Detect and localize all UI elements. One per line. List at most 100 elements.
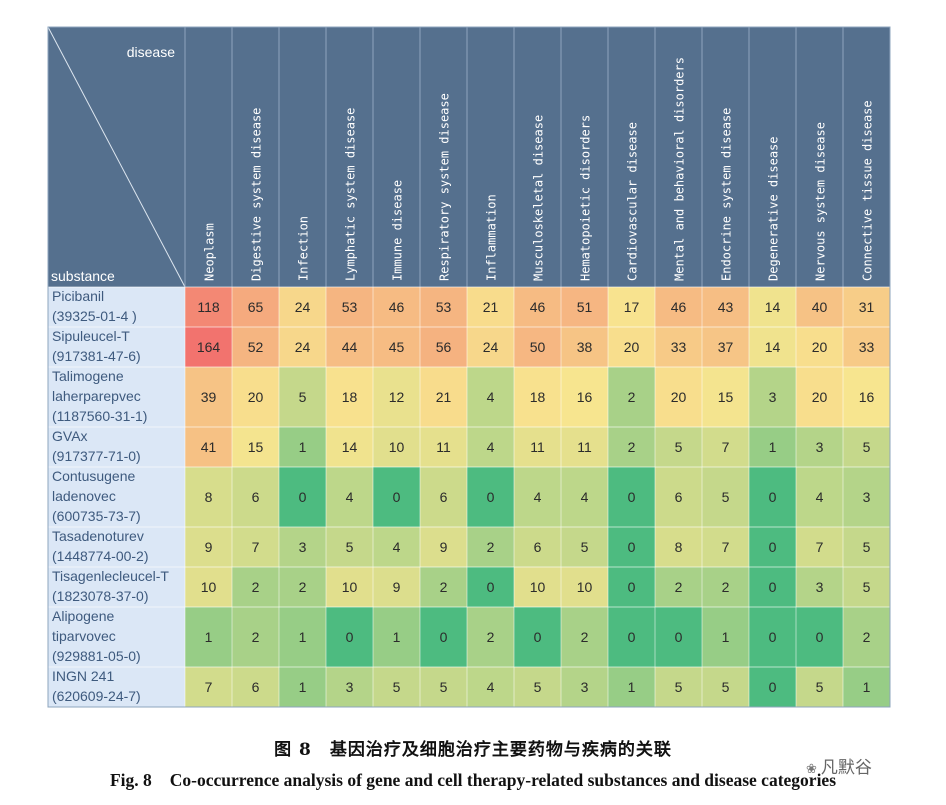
cell-value: 11 — [577, 439, 592, 455]
column-header: Degenerative disease — [767, 137, 781, 282]
cell-value: 0 — [299, 489, 307, 505]
heatmap-cell — [467, 367, 514, 427]
cell-value: 14 — [765, 299, 781, 315]
cell-value: 3 — [346, 679, 354, 695]
cell-value: 16 — [859, 389, 875, 405]
cell-value: 2 — [252, 629, 260, 645]
cell-value: 1 — [393, 629, 401, 645]
heatmap-cell — [420, 607, 467, 667]
cell-value: 5 — [863, 539, 871, 555]
heatmap-cell — [420, 427, 467, 467]
heatmap-cell — [514, 667, 561, 707]
cell-value: 46 — [389, 299, 405, 315]
cell-value: 3 — [816, 579, 824, 595]
cell-value: 9 — [440, 539, 448, 555]
heatmap-cell — [326, 427, 373, 467]
cell-value: 7 — [252, 539, 260, 555]
heatmap-cell — [185, 367, 232, 427]
cell-value: 5 — [863, 439, 871, 455]
cell-value: 0 — [628, 629, 636, 645]
cell-value: 44 — [342, 339, 358, 355]
cell-value: 5 — [675, 439, 683, 455]
heatmap-cell — [655, 287, 702, 327]
heatmap-cell — [608, 527, 655, 567]
cell-value: 15 — [718, 389, 734, 405]
cell-value: 4 — [487, 679, 495, 695]
heatmap-cell — [608, 567, 655, 607]
heatmap-cell — [702, 667, 749, 707]
cell-value: 2 — [628, 439, 636, 455]
heatmap-cell — [279, 607, 326, 667]
cell-value: 10 — [201, 579, 217, 595]
cell-value: 10 — [389, 439, 405, 455]
heatmap-cell — [655, 527, 702, 567]
cell-value: 0 — [487, 579, 495, 595]
row-label: Picibanil — [52, 288, 104, 304]
row-label: tiparvovec — [52, 628, 116, 644]
heatmap-cell — [702, 287, 749, 327]
heatmap-cell — [608, 607, 655, 667]
cell-value: 5 — [440, 679, 448, 695]
cell-value: 20 — [671, 389, 687, 405]
row-label: (600735-73-7) — [52, 508, 141, 524]
row-label: ladenovec — [52, 488, 116, 504]
heatmap-cell — [373, 427, 420, 467]
heatmap-cell — [843, 287, 890, 327]
row-label: (39325-01-4 ) — [52, 308, 137, 324]
heatmap-cell — [373, 287, 420, 327]
cell-value: 6 — [440, 489, 448, 505]
row-label: (929881-05-0) — [52, 648, 141, 664]
heatmap-cell — [796, 607, 843, 667]
cell-value: 2 — [675, 579, 683, 595]
heatmap-cell — [655, 567, 702, 607]
cell-value: 5 — [346, 539, 354, 555]
cell-value: 6 — [252, 489, 260, 505]
heatmap-cell — [702, 527, 749, 567]
cell-value: 0 — [816, 629, 824, 645]
column-header: Cardiovascular disease — [626, 122, 640, 281]
heatmap-cell — [843, 527, 890, 567]
heatmap-cell — [232, 327, 279, 367]
column-header: Neoplasm — [203, 223, 217, 281]
heatmap-cell — [185, 567, 232, 607]
cell-value: 14 — [342, 439, 358, 455]
co-occurrence-heatmap: disease substance Neoplasm Digestive system… — [47, 26, 891, 708]
heatmap-cell — [561, 607, 608, 667]
heatmap-cell — [185, 427, 232, 467]
cell-value: 118 — [197, 299, 220, 315]
heatmap-cell — [373, 607, 420, 667]
cell-value: 0 — [769, 629, 777, 645]
column-header: Musculoskeletal disease — [532, 115, 546, 281]
cell-value: 164 — [197, 339, 221, 355]
row-label: Talimogene — [52, 368, 124, 384]
heatmap-cell — [232, 607, 279, 667]
heatmap-cell — [467, 327, 514, 367]
cell-value: 1 — [628, 679, 636, 695]
cell-value: 20 — [624, 339, 640, 355]
heatmap-cell — [702, 327, 749, 367]
heatmap-cell — [796, 287, 843, 327]
heatmap-cell — [655, 367, 702, 427]
heatmap-cell — [561, 327, 608, 367]
row-label: (1448774-00-2) — [52, 548, 149, 564]
column-header: Digestive system disease — [250, 108, 264, 281]
cell-value: 56 — [436, 339, 452, 355]
heatmap-cell — [373, 667, 420, 707]
cell-value: 5 — [581, 539, 589, 555]
cell-value: 14 — [765, 339, 781, 355]
heatmap-cell — [467, 607, 514, 667]
table-border — [47, 26, 891, 708]
cell-value: 51 — [577, 299, 593, 315]
cell-value: 53 — [342, 299, 358, 315]
header-background — [48, 27, 890, 287]
cell-value: 16 — [577, 389, 593, 405]
cell-value: 2 — [628, 389, 636, 405]
cell-value: 1 — [205, 629, 213, 645]
heatmap-cell — [514, 467, 561, 527]
cell-value: 5 — [816, 679, 824, 695]
cell-value: 3 — [769, 389, 777, 405]
cell-value: 4 — [581, 489, 589, 505]
heatmap-cell — [655, 607, 702, 667]
cell-value: 3 — [816, 439, 824, 455]
row-label: (620609-24-7) — [52, 688, 141, 704]
